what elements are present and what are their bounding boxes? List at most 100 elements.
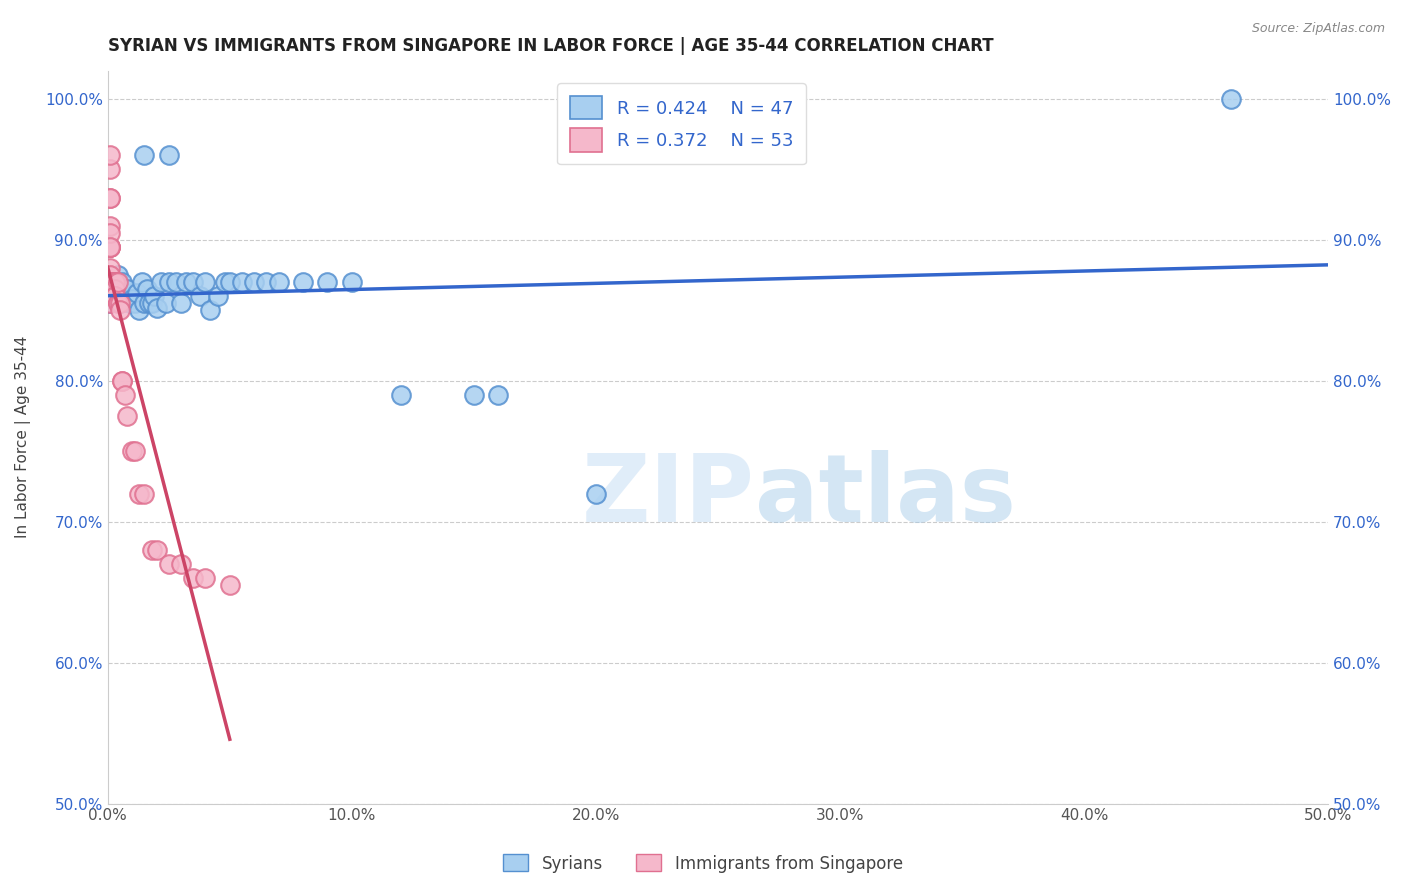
Y-axis label: In Labor Force | Age 35-44: In Labor Force | Age 35-44	[15, 336, 31, 539]
Point	[98, 268, 121, 282]
Point	[98, 275, 121, 289]
Point	[98, 162, 121, 177]
Point	[165, 275, 187, 289]
Point	[98, 219, 121, 233]
Point	[114, 388, 136, 402]
Point	[155, 296, 177, 310]
Text: atlas: atlas	[755, 450, 1015, 541]
Point	[98, 275, 121, 289]
Point	[111, 374, 134, 388]
Text: ZIP: ZIP	[582, 450, 755, 541]
Point	[292, 275, 315, 289]
Point	[145, 301, 167, 315]
Point	[101, 275, 124, 289]
Point	[108, 303, 131, 318]
Point	[157, 275, 180, 289]
Point	[316, 275, 339, 289]
Point	[134, 486, 156, 500]
Point	[243, 275, 266, 289]
Point	[125, 286, 148, 301]
Point	[107, 296, 129, 310]
Point	[98, 191, 121, 205]
Point	[157, 148, 180, 162]
Point	[157, 557, 180, 571]
Point	[138, 296, 160, 310]
Point	[101, 282, 124, 296]
Point	[135, 282, 157, 296]
Point	[145, 543, 167, 558]
Point	[585, 486, 607, 500]
Point	[170, 296, 193, 310]
Point	[121, 292, 143, 306]
Point	[98, 268, 121, 282]
Point	[104, 275, 127, 289]
Point	[101, 289, 124, 303]
Point	[486, 388, 509, 402]
Point	[174, 275, 197, 289]
Point	[98, 240, 121, 254]
Point	[98, 296, 121, 310]
Point	[340, 275, 363, 289]
Point	[104, 289, 127, 303]
Point	[124, 444, 146, 458]
Point	[170, 557, 193, 571]
Point	[98, 275, 121, 289]
Point	[134, 296, 156, 310]
Point	[98, 240, 121, 254]
Point	[111, 374, 134, 388]
Point	[114, 292, 136, 306]
Point	[98, 240, 121, 254]
Point	[98, 226, 121, 240]
Point	[121, 444, 143, 458]
Point	[128, 303, 150, 318]
Point	[107, 268, 129, 282]
Point	[214, 275, 236, 289]
Point	[98, 275, 121, 289]
Point	[101, 275, 124, 289]
Point	[101, 289, 124, 303]
Legend: R = 0.424    N = 47, R = 0.372    N = 53: R = 0.424 N = 47, R = 0.372 N = 53	[557, 84, 806, 164]
Point	[141, 543, 163, 558]
Point	[117, 409, 139, 423]
Point	[218, 275, 240, 289]
Point	[194, 275, 217, 289]
Point	[218, 578, 240, 592]
Point	[98, 240, 121, 254]
Point	[124, 296, 146, 310]
Point	[107, 275, 129, 289]
Point	[104, 275, 127, 289]
Point	[101, 275, 124, 289]
Point	[150, 275, 173, 289]
Point	[101, 275, 124, 289]
Point	[181, 571, 204, 585]
Point	[98, 275, 121, 289]
Point	[111, 275, 134, 289]
Point	[134, 148, 156, 162]
Point	[181, 275, 204, 289]
Legend: Syrians, Immigrants from Singapore: Syrians, Immigrants from Singapore	[496, 847, 910, 880]
Point	[98, 296, 121, 310]
Point	[118, 296, 141, 310]
Point	[254, 275, 277, 289]
Point	[389, 388, 412, 402]
Point	[104, 282, 127, 296]
Text: SYRIAN VS IMMIGRANTS FROM SINGAPORE IN LABOR FORCE | AGE 35-44 CORRELATION CHART: SYRIAN VS IMMIGRANTS FROM SINGAPORE IN L…	[108, 37, 994, 55]
Point	[141, 296, 163, 310]
Point	[1219, 92, 1241, 106]
Point	[107, 296, 129, 310]
Point	[200, 303, 222, 318]
Point	[108, 296, 131, 310]
Point	[117, 282, 139, 296]
Point	[131, 275, 153, 289]
Point	[98, 268, 121, 282]
Point	[98, 191, 121, 205]
Point	[108, 296, 131, 310]
Point	[267, 275, 290, 289]
Point	[128, 486, 150, 500]
Point	[98, 261, 121, 276]
Point	[190, 289, 212, 303]
Point	[101, 275, 124, 289]
Point	[104, 289, 127, 303]
Point	[98, 148, 121, 162]
Point	[104, 275, 127, 289]
